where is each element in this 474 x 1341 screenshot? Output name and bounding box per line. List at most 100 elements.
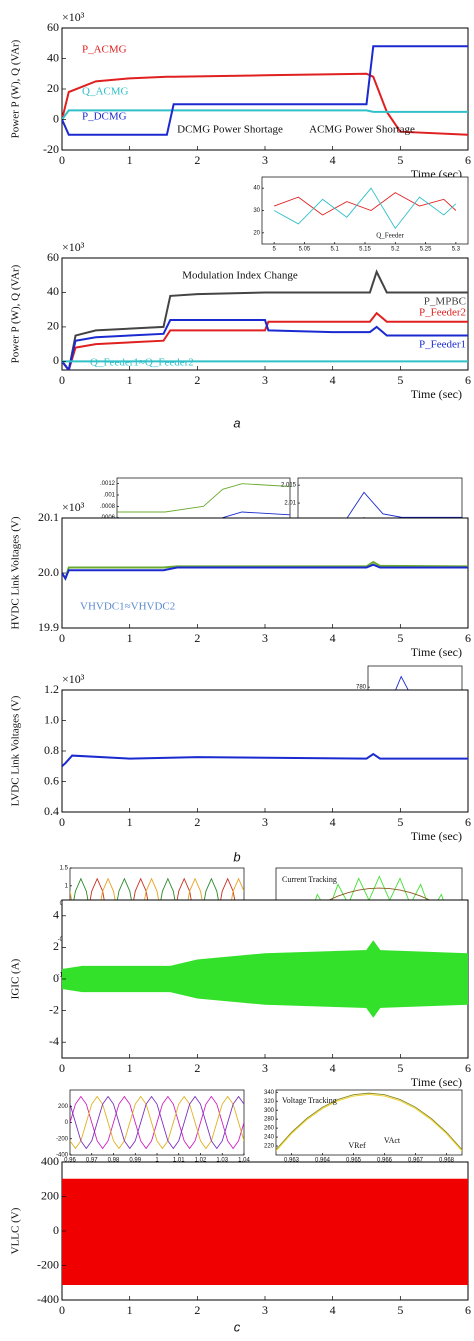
x-tick-label: 3 [262, 631, 268, 645]
x-tick-label: 4 [330, 373, 336, 387]
x-tick-label: 1 [127, 1061, 133, 1075]
y-tick-label: 200 [58, 1104, 69, 1110]
x-tick-label: 5 [272, 247, 276, 253]
x-tick-label: 5.05 [299, 247, 311, 253]
x-tick-label: 5.25 [420, 247, 432, 253]
y-tick-label: 0.4 [44, 804, 59, 818]
x-tick-label: 0.966 [377, 1158, 393, 1164]
x-tick-label: 6 [465, 1303, 471, 1317]
x-tick-label: 0.965 [346, 1158, 362, 1164]
annotation: ACMG Power Shortage [309, 124, 415, 136]
y-tick-label: 60 [47, 250, 59, 264]
y-tick-label: 2.01 [284, 501, 296, 507]
x-tick-label: 5 [397, 815, 403, 829]
x-tick-label: 3 [262, 1061, 268, 1075]
x-tick-label: 4 [330, 153, 336, 167]
line [273, 187, 457, 230]
y-tick-label: .0008 [100, 504, 116, 510]
panel-label: c [234, 1319, 241, 1334]
y-axis-label: Power P (W), Q (VAr) [10, 264, 22, 363]
x-tick-label: 0.963 [284, 1158, 300, 1164]
x-tick-label: 0.967 [408, 1158, 424, 1164]
line [62, 311, 468, 370]
x-tick-label: 2 [194, 153, 200, 167]
x-tick-label: 1 [127, 631, 133, 645]
x-tick-label: 0.96 [64, 1158, 76, 1164]
x-tick-label: 5 [397, 1061, 403, 1075]
y-tick-label: 0 [53, 971, 59, 985]
line [273, 192, 457, 216]
y-tick-label: 320 [264, 1099, 275, 1105]
multiplier: ×10³ [62, 10, 85, 24]
y-tick-label: 1.0 [44, 712, 59, 726]
y-axis-label: LVDC Link Voltages (V) [10, 695, 22, 806]
panel-label: b [233, 849, 240, 864]
series-label: P_DCMG [82, 111, 127, 123]
y-tick-label: 1.5 [60, 866, 69, 872]
y-tick-label: 1 [65, 883, 69, 889]
x-tick-label: 1 [155, 1158, 159, 1164]
y-axis-label: VLLC (V) [10, 1207, 22, 1254]
x-tick-label: 2 [194, 1303, 200, 1317]
x-tick-label: 0.99 [129, 1158, 141, 1164]
x-tick-label: 3 [262, 1303, 268, 1317]
y-tick-label: -200 [56, 1136, 69, 1142]
y-tick-label: 240 [264, 1135, 275, 1141]
x-tick-label: 3 [262, 153, 268, 167]
line [117, 483, 290, 513]
plot-area [61, 689, 469, 813]
y-tick-label: 400 [41, 1154, 59, 1168]
plot-area [61, 517, 469, 629]
y-tick-label: 0 [53, 1223, 59, 1237]
line [62, 319, 468, 370]
x-tick-label: 6 [465, 631, 471, 645]
x-tick-label: 1 [127, 1303, 133, 1317]
x-tick-label: 4 [330, 631, 336, 645]
y-tick-label: -20 [43, 142, 59, 156]
x-tick-label: 4 [330, 815, 336, 829]
line [70, 1095, 244, 1150]
y-tick-label: 220 [264, 1144, 275, 1150]
x-tick-label: 0.98 [108, 1158, 120, 1164]
x-tick-label: 6 [465, 815, 471, 829]
series-label: Q_ACMG [82, 86, 129, 98]
x-tick-label: 2 [194, 631, 200, 645]
x-tick-label: 0 [59, 373, 65, 387]
x-tick-label: 0 [59, 631, 65, 645]
x-axis-label: Time (sec) [411, 387, 462, 401]
line [62, 563, 468, 581]
x-tick-label: 0.97 [86, 1158, 98, 1164]
x-tick-label: 0.964 [315, 1158, 331, 1164]
multiplier: ×10³ [62, 240, 85, 254]
y-tick-label: .001 [103, 493, 115, 499]
y-tick-label: 2.015 [281, 483, 297, 489]
annotation: Modulation Index Change [182, 270, 298, 282]
y-tick-label: 280 [264, 1117, 275, 1123]
y-axis-label: Power P (W), Q (VAr) [10, 39, 22, 138]
x-tick-label: 5 [397, 631, 403, 645]
y-tick-label: 60 [47, 20, 59, 34]
x-tick-label: 6 [465, 373, 471, 387]
x-tick-label: 5.1 [331, 247, 340, 253]
x-tick-label: 2 [194, 1061, 200, 1075]
y-tick-label: 0.6 [44, 773, 59, 787]
y-tick-label: -200 [37, 1257, 59, 1271]
y-tick-label: 0 [53, 111, 59, 125]
x-tick-label: 0 [59, 1303, 65, 1317]
y-tick-label: 40 [47, 50, 59, 64]
x-axis-label: Time (sec) [411, 645, 462, 659]
x-tick-label: 5.2 [391, 247, 400, 253]
y-tick-label: 20.0 [38, 565, 59, 579]
y-tick-label: 20.1 [38, 510, 59, 524]
y-tick-label: -4 [49, 1034, 59, 1048]
inset [261, 176, 469, 245]
x-tick-label: 1.02 [195, 1158, 207, 1164]
band [62, 940, 468, 1018]
x-tick-label: 5 [397, 373, 403, 387]
line [62, 269, 468, 370]
y-tick-label: 20 [47, 81, 59, 95]
line [62, 109, 468, 121]
annotation: Voltage Tracking [282, 1096, 337, 1105]
x-axis-label: Time (sec) [411, 1075, 462, 1089]
annotation: DCMG Power Shortage [177, 124, 283, 136]
